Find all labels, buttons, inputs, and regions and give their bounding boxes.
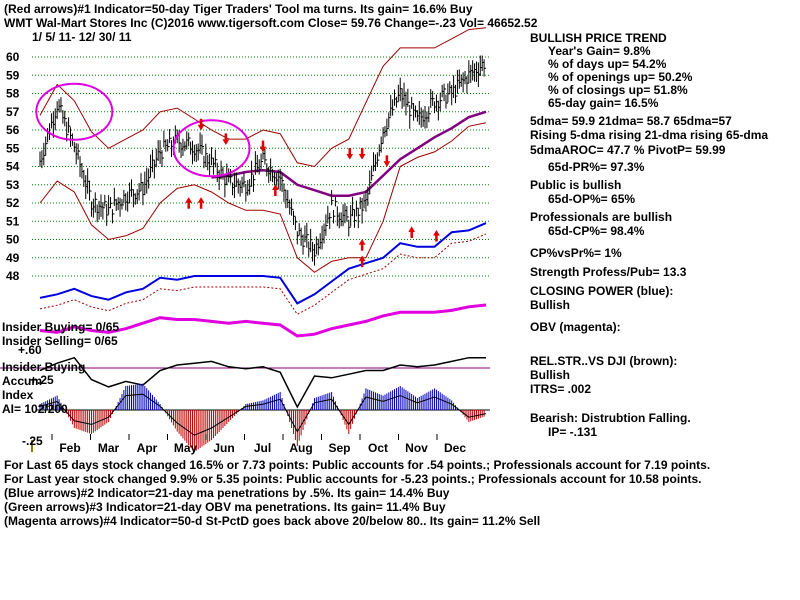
pct-closings-up: % of closings up= 51.8% bbox=[548, 83, 688, 97]
footer-magenta-arrows: (Magenta arrows)#4 Indicator=50-d St-Pct… bbox=[4, 514, 541, 528]
public-status: Public is bullish bbox=[530, 178, 622, 192]
closing-power-label: CLOSING POWER (blue): bbox=[530, 284, 674, 298]
y-tick-56: 56 bbox=[6, 123, 20, 137]
month-label-Dec: Dec bbox=[444, 441, 466, 455]
insider-selling: Insider Selling= 0/65 bbox=[2, 334, 118, 348]
highlight-circle bbox=[172, 119, 251, 178]
insider-buying-2: Insider Buying bbox=[2, 360, 86, 374]
red-up-arrow bbox=[185, 197, 193, 209]
footer-blue-arrows: (Blue arrows)#2 Indicator=21-day ma pene… bbox=[4, 486, 450, 500]
bollinger-bands bbox=[39, 27, 487, 273]
rising-line: Rising 5-dma rising 21-dma rising 65-dma bbox=[530, 128, 769, 142]
insider-buying: Insider Buying= 0/65 bbox=[2, 320, 120, 334]
years-gain: Year's Gain= 9.8% bbox=[548, 44, 651, 58]
accum-minus25: -.25 bbox=[22, 434, 43, 448]
footer-65day: For Last 65 days stock changed 16.5% or … bbox=[4, 458, 711, 472]
y-tick-50: 50 bbox=[6, 233, 20, 247]
annotations bbox=[35, 82, 440, 268]
y-tick-53: 53 bbox=[6, 178, 20, 192]
month-label-Sep: Sep bbox=[328, 441, 350, 455]
header-stock-line: WMT Wal-Mart Stores Inc (C)2016 www.tige… bbox=[4, 16, 538, 30]
accum-ma-line bbox=[39, 393, 487, 436]
red-up-arrow bbox=[433, 229, 440, 242]
index-label: Index bbox=[2, 388, 34, 402]
red-down-arrow bbox=[358, 147, 366, 160]
gain-65day: 65-day gain= 16.5% bbox=[548, 96, 659, 110]
op-line: 65d-OP%= 65% bbox=[548, 192, 636, 206]
closing-power-line bbox=[39, 222, 487, 305]
trend-title: BULLISH PRICE TREND bbox=[530, 31, 667, 45]
strength-line: Strength Profess/Pub= 13.3 bbox=[530, 265, 687, 279]
month-label-Jun: Jun bbox=[213, 441, 234, 455]
lower-indicators bbox=[39, 222, 487, 409]
footer-green-arrows: (Green arrows)#3 Indicator=21-day OBV ma… bbox=[4, 500, 446, 514]
y-tick-48: 48 bbox=[6, 269, 20, 283]
red-down-arrow bbox=[346, 147, 354, 160]
y-tick-49: 49 bbox=[6, 251, 20, 265]
red-down-arrow bbox=[259, 140, 267, 153]
red-down-arrow bbox=[197, 118, 205, 131]
footer-year: For Last year stock changed 9.9% or 5.35… bbox=[4, 472, 702, 486]
red-down-arrow bbox=[222, 133, 230, 146]
y-tick-52: 52 bbox=[6, 196, 20, 210]
red-up-arrow bbox=[271, 184, 279, 196]
red-up-arrow bbox=[197, 197, 205, 209]
y-tick-59: 59 bbox=[6, 68, 20, 82]
professionals-status: Professionals are bullish bbox=[530, 210, 673, 224]
obv-label: OBV (magenta): bbox=[530, 320, 621, 334]
cp-vs-pr: CP%vsPr%= 1% bbox=[530, 246, 622, 260]
month-axis: Feb Mar Apr May Jun Jul Aug Sep Oct Nov Dec bbox=[51, 434, 466, 455]
y-tick-55: 55 bbox=[6, 141, 20, 155]
y-tick-54: 54 bbox=[6, 160, 20, 174]
month-label-Nov: Nov bbox=[405, 441, 428, 455]
month-label-Mar: Mar bbox=[98, 441, 120, 455]
y-tick-60: 60 bbox=[6, 50, 20, 64]
month-label-Aug: Aug bbox=[289, 441, 312, 455]
y-tick-51: 51 bbox=[6, 214, 20, 228]
highlight-circle bbox=[35, 82, 114, 141]
dma-line: 5dma= 59.9 21dma= 58.7 65dma=57 bbox=[530, 114, 732, 128]
pct-days-up: % of days up= 54.2% bbox=[548, 57, 667, 71]
relstr-value: Bullish bbox=[530, 368, 571, 382]
accum-index-histogram bbox=[39, 383, 487, 452]
month-label-Feb: Feb bbox=[59, 441, 80, 455]
accum-plus60: +.60 bbox=[18, 343, 42, 357]
month-label-Oct: Oct bbox=[368, 441, 388, 455]
ai-value: AI= 102/200 bbox=[2, 402, 68, 416]
accum-label: Accum bbox=[2, 374, 43, 388]
accum-plus25: +.25 bbox=[30, 373, 54, 387]
pr-line: 65d-PR%= 97.3% bbox=[548, 160, 645, 174]
month-label-Apr: Apr bbox=[137, 441, 158, 455]
aroc-line: 5dmaAROC= 47.7 % PivotP= 59.99 bbox=[530, 143, 726, 157]
obv-line bbox=[39, 303, 487, 338]
price-y-axis: 60 59 58 57 56 55 54 53 52 51 50 49 48 bbox=[6, 50, 20, 283]
pct-openings-up: % of openings up= 50.2% bbox=[548, 70, 693, 84]
bearish-line: Bearish: Distrubtion Falling. bbox=[530, 411, 691, 425]
itrs-value: ITRS= .002 bbox=[530, 382, 592, 396]
month-label-May: May bbox=[174, 441, 198, 455]
header-date-range: 1/ 5/ 11- 12/ 30/ 11 bbox=[32, 30, 132, 44]
header-indicator-1: (Red arrows)#1 Indicator=50-day Tiger Tr… bbox=[4, 2, 473, 16]
red-up-arrow bbox=[358, 239, 366, 251]
relstr-line bbox=[39, 356, 486, 409]
closing-power-value: Bullish bbox=[530, 298, 571, 312]
closing-power-ma bbox=[39, 233, 487, 315]
lower-band-line bbox=[39, 122, 487, 273]
red-up-arrow bbox=[358, 255, 366, 268]
red-up-arrow bbox=[408, 226, 416, 238]
price-grid bbox=[0, 56, 490, 452]
y-tick-57: 57 bbox=[6, 105, 20, 119]
ip-value: IP= -.131 bbox=[548, 425, 598, 439]
upper-band-line bbox=[39, 27, 487, 168]
cp-line: 65d-CP%= 98.4% bbox=[548, 224, 645, 238]
month-label-Jul: Jul bbox=[254, 441, 271, 455]
red-down-arrow bbox=[383, 155, 391, 167]
price-bars bbox=[39, 55, 487, 266]
relstr-label: REL.STR..VS DJI (brown): bbox=[530, 354, 678, 368]
y-tick-58: 58 bbox=[6, 87, 20, 101]
